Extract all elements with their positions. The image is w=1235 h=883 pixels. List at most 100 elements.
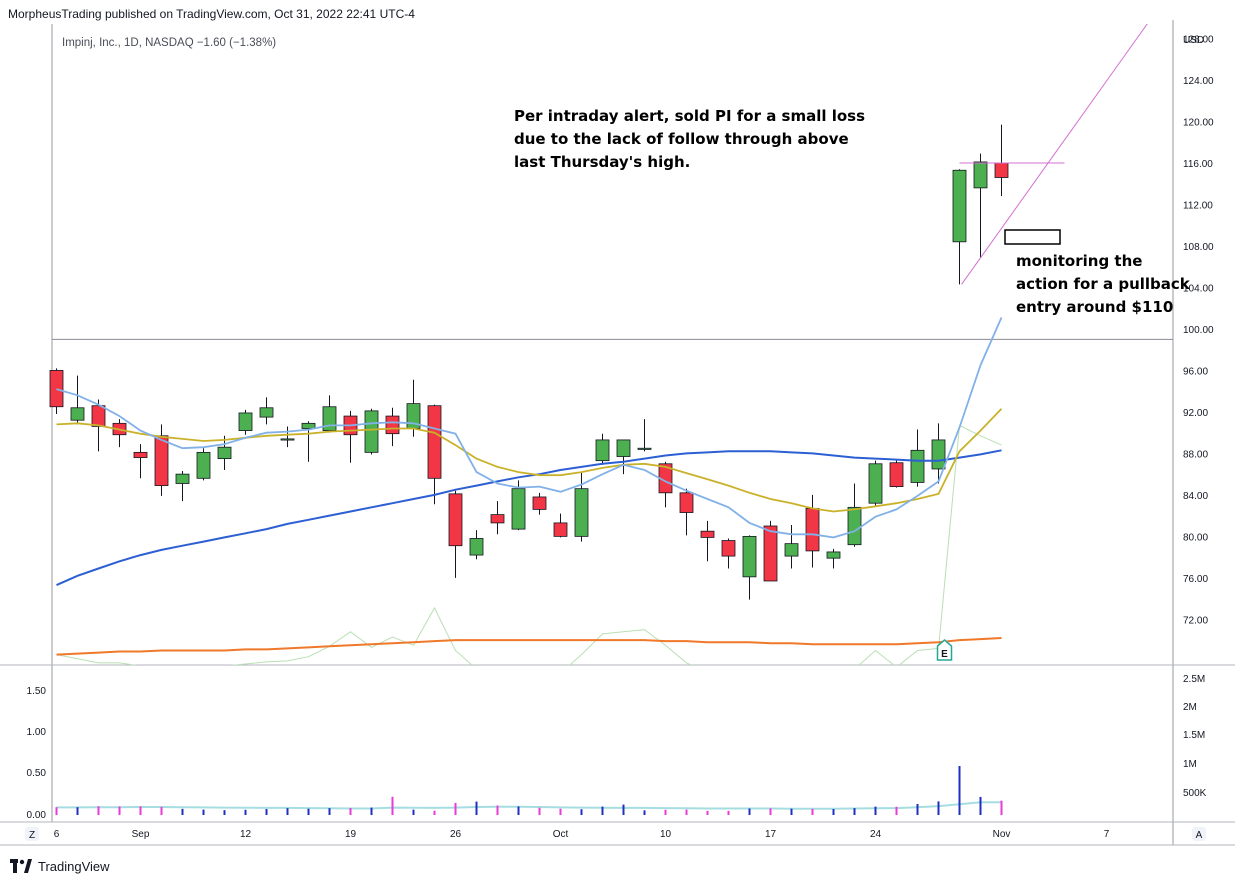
auto-scale-label: A (1196, 830, 1203, 841)
candle-up (637, 447, 652, 450)
currency-label: USD (1183, 35, 1204, 46)
chart-frame (0, 20, 1235, 846)
volume-bar (391, 796, 394, 815)
volume-bar (328, 808, 331, 815)
volume-bar (76, 807, 79, 815)
candle-up (742, 535, 757, 578)
candle-up (280, 438, 295, 441)
candle-up (175, 473, 190, 484)
volume-bar (433, 810, 436, 815)
volume-bar (811, 808, 814, 815)
price-tick: 108.00 (1183, 242, 1214, 253)
volume-bar (937, 801, 940, 815)
candle-up (301, 422, 316, 429)
sma-fast-line (56, 317, 1003, 539)
sma-long-line (56, 637, 1002, 656)
volume-tick-right: 1.5M (1183, 730, 1205, 741)
volume-tick-right: 2M (1183, 702, 1197, 713)
note-top-line-2: due to the lack of follow through above (514, 130, 849, 148)
candle-up (931, 439, 946, 470)
candle-down (490, 514, 505, 524)
volume-tick-left: 1.50 (27, 686, 47, 697)
candle-down (721, 540, 736, 557)
candle-up (469, 538, 484, 556)
candle-up (595, 439, 610, 462)
price-tick: 116.00 (1183, 159, 1213, 170)
time-tick: 17 (765, 829, 777, 840)
price-tick: 104.00 (1183, 283, 1214, 294)
publish-header: MorpheusTrading published on TradingView… (8, 7, 415, 21)
volume-layer (55, 766, 1003, 815)
price-tick: 88.00 (1183, 449, 1208, 460)
moving-average-layer: E (56, 24, 1148, 665)
volume-bar (979, 796, 982, 815)
volume-bar (958, 766, 961, 815)
candle-down (679, 492, 694, 513)
candle-down (994, 162, 1009, 178)
time-tick: Sep (132, 829, 150, 840)
candle-down (49, 370, 64, 408)
note-right-line-1: monitoring the (1016, 252, 1142, 270)
candle-up (196, 451, 211, 479)
earnings-marker-icon (936, 639, 953, 661)
price-tick: 80.00 (1183, 532, 1208, 543)
price-tick: 128.00 (1183, 35, 1214, 46)
volume-bar (496, 805, 499, 815)
volume-tick-right: 2.5M (1183, 674, 1205, 685)
volume-bar (580, 809, 583, 815)
volume-bar (727, 810, 730, 815)
candle-down (553, 522, 568, 537)
price-tick: 124.00 (1183, 76, 1214, 87)
candle-down (427, 405, 442, 479)
candle-up (868, 463, 883, 504)
volume-bar (874, 806, 877, 815)
price-tick: 92.00 (1183, 408, 1208, 419)
candle-up (574, 488, 589, 537)
candle-down (448, 493, 463, 547)
price-tick: 120.00 (1183, 117, 1214, 128)
volume-bar (139, 806, 142, 815)
auto-scale-button (1192, 827, 1206, 841)
volume-tick-left: 0.00 (27, 810, 47, 821)
volume-bar (832, 809, 835, 815)
volume-bar (118, 806, 121, 815)
volume-bar (622, 804, 625, 815)
time-tick: 10 (660, 829, 672, 840)
sma-slow-line (56, 449, 1002, 587)
volume-bar (286, 808, 289, 815)
candle-up (784, 543, 799, 557)
candle-up (259, 407, 274, 418)
candle-up (364, 410, 379, 453)
candle-up (910, 449, 925, 483)
goto-start-button (25, 827, 39, 841)
tradingview-brand: TradingView (38, 858, 110, 874)
volume-bar (1000, 800, 1003, 815)
price-tick: 96.00 (1183, 366, 1208, 377)
volume-tick-left: 1.00 (27, 727, 47, 738)
note-right-line-3: entry around $110 (1016, 298, 1173, 316)
sma-mid-line (56, 408, 1003, 513)
candle-up (70, 407, 85, 421)
tradingview-logo-icon (10, 859, 32, 873)
volume-bar (412, 809, 415, 815)
volume-bar (748, 808, 751, 815)
volume-bar (454, 802, 457, 815)
candle-up (826, 551, 841, 559)
time-tick: 19 (345, 829, 357, 840)
time-tick: 24 (870, 829, 882, 840)
volume-bar (643, 810, 646, 815)
volume-bar (895, 806, 898, 815)
volume-bar (706, 810, 709, 815)
candle-up (847, 506, 862, 546)
volume-bar (349, 807, 352, 815)
volume-bar (853, 808, 856, 815)
time-tick: 12 (240, 829, 252, 840)
rising-trendline (961, 24, 1148, 285)
candle-layer (49, 124, 1009, 600)
candle-down (133, 451, 148, 458)
candle-down (154, 435, 169, 486)
volume-bar (244, 809, 247, 815)
note-top-line-3: last Thursday's high. (514, 153, 690, 171)
candle-down (532, 496, 547, 510)
